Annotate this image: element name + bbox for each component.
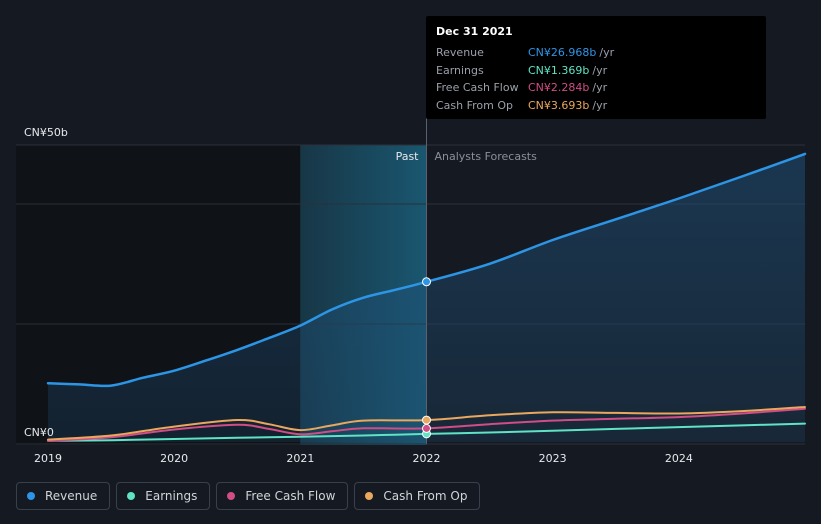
tooltip-row-label: Cash From Op [436,98,514,112]
tooltip-row-label: Earnings [436,63,484,77]
tooltip-markers [422,277,431,439]
legend-label: Earnings [145,489,198,503]
y-tick-label-top: CN¥50b [24,126,68,139]
legend-label: Revenue [45,489,98,503]
series-line-revenue [46,152,807,388]
legend-item-cash-from-op[interactable]: Cash From Op [354,482,481,510]
forecast-label: Analysts Forecasts [435,150,538,163]
legend-item-earnings[interactable]: Earnings [116,482,211,510]
tooltip-row-label: Free Cash Flow [436,81,519,95]
series-line-free-cash-flow [47,407,806,442]
tooltip-row: Free Cash Flow CN¥2.284b/yr [436,79,756,97]
tooltip-row-label: Revenue [436,46,484,60]
marker-revenue [422,277,431,287]
tooltip-row-value: CN¥1.369b [528,63,590,77]
tooltip-row: Cash From Op CN¥3.693b/yr [436,97,756,115]
tooltip-row-value: CN¥26.968b [528,46,597,60]
tooltip-row-unit: /yr [592,81,608,95]
y-tick-label-bottom: CN¥0 [24,426,54,439]
x-axis-labels: 2019 2020 2021 2022 2023 2024 [34,452,693,465]
tooltip: Dec 31 2021 Revenue CN¥26.968b/yr Earnings… [426,16,766,119]
legend-dot-icon [365,492,374,500]
legend-dot-icon [27,492,35,500]
marker-free-cash-flow [422,423,431,433]
marker-cash-from-op [422,415,431,425]
legend-dot-icon [127,492,136,500]
x-tick-label: 2020 [160,452,188,465]
tooltip-row: Earnings CN¥1.369b/yr [436,62,756,80]
legend-label: Cash From Op [383,489,468,503]
tooltip-rows: Revenue CN¥26.968b/yr Earnings CN¥1.369b/yr… [436,44,756,114]
tooltip-date: Dec 31 2021 [436,25,513,38]
x-tick-label: 2023 [539,452,567,465]
tooltip-row-unit: /yr [592,98,608,112]
series-line-cash-from-op [47,406,806,441]
legend-item-revenue[interactable]: Revenue [16,482,111,510]
tooltip-row-value: CN¥2.284b [528,81,590,95]
x-tick-label: 2021 [286,452,314,465]
legend-item-free-cash-flow[interactable]: Free Cash Flow [216,482,349,510]
tooltip-row-value: CN¥3.693b [528,98,590,112]
x-tick-label: 2019 [34,452,62,465]
x-tick-label: 2022 [413,452,441,465]
legend-label: Free Cash Flow [245,489,336,503]
legend: Revenue Earnings Free Cash Flow Cash From O… [16,482,481,510]
x-tick-label: 2024 [665,452,693,465]
legend-dot-icon [227,492,236,500]
past-label: Past [396,150,420,163]
tooltip-row: Revenue CN¥26.968b/yr [436,44,756,62]
tooltip-row-unit: /yr [599,46,615,60]
tooltip-row-unit: /yr [592,63,608,77]
